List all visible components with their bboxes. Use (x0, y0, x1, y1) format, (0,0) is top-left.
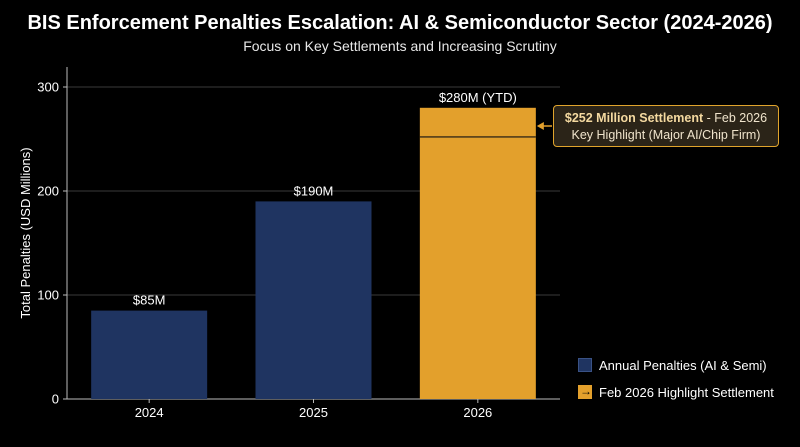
bar-2026 (419, 107, 536, 400)
x-tick-label-2025: 2025 (299, 405, 328, 420)
legend-item-annual: Annual Penalties (AI & Semi) (578, 356, 774, 374)
bar-2024 (91, 310, 208, 399)
x-tick-label-2026: 2026 (463, 405, 492, 420)
highlight-title: $252 Million Settlement (564, 111, 704, 125)
y-axis-label: Total Penalties (USD Millions) (18, 147, 33, 318)
legend-swatch-highlight: → (578, 384, 592, 399)
legend-swatch-annual (578, 358, 592, 372)
y-tick-label-200: 200 (37, 184, 59, 199)
data-label-2026: $280M (YTD) (439, 90, 517, 105)
y-tick-label-100: 100 (37, 288, 59, 303)
arrow-right-icon: → (580, 384, 592, 398)
highlight-subtext: Key Highlight (Major AI/Chip Firm) (571, 128, 761, 142)
chart-subtitle: Focus on Key Settlements and Increasing … (243, 38, 557, 54)
legend-label-annual: Annual Penalties (AI & Semi) (599, 357, 767, 373)
highlight-callout: $252 Million Settlement - Feb 2026 Key H… (553, 105, 779, 147)
bar-2025 (255, 201, 372, 399)
legend-label-highlight: Feb 2026 Highlight Settlement (599, 384, 774, 400)
y-tick-label-0: 0 (52, 392, 59, 407)
chart-title: BIS Enforcement Penalties Escalation: AI… (27, 12, 773, 34)
x-tick-label-2024: 2024 (135, 405, 164, 420)
legend-item-highlight: → Feb 2026 Highlight Settlement (578, 383, 774, 401)
highlight-date: Feb 2026 (714, 111, 768, 125)
highlight-arrow-head (536, 122, 544, 130)
legend: Annual Penalties (AI & Semi) → Feb 2026 … (578, 356, 774, 410)
data-label-2024: $85M (133, 293, 166, 308)
y-tick-label-300: 300 (37, 80, 59, 95)
data-label-2025: $190M (294, 183, 334, 198)
